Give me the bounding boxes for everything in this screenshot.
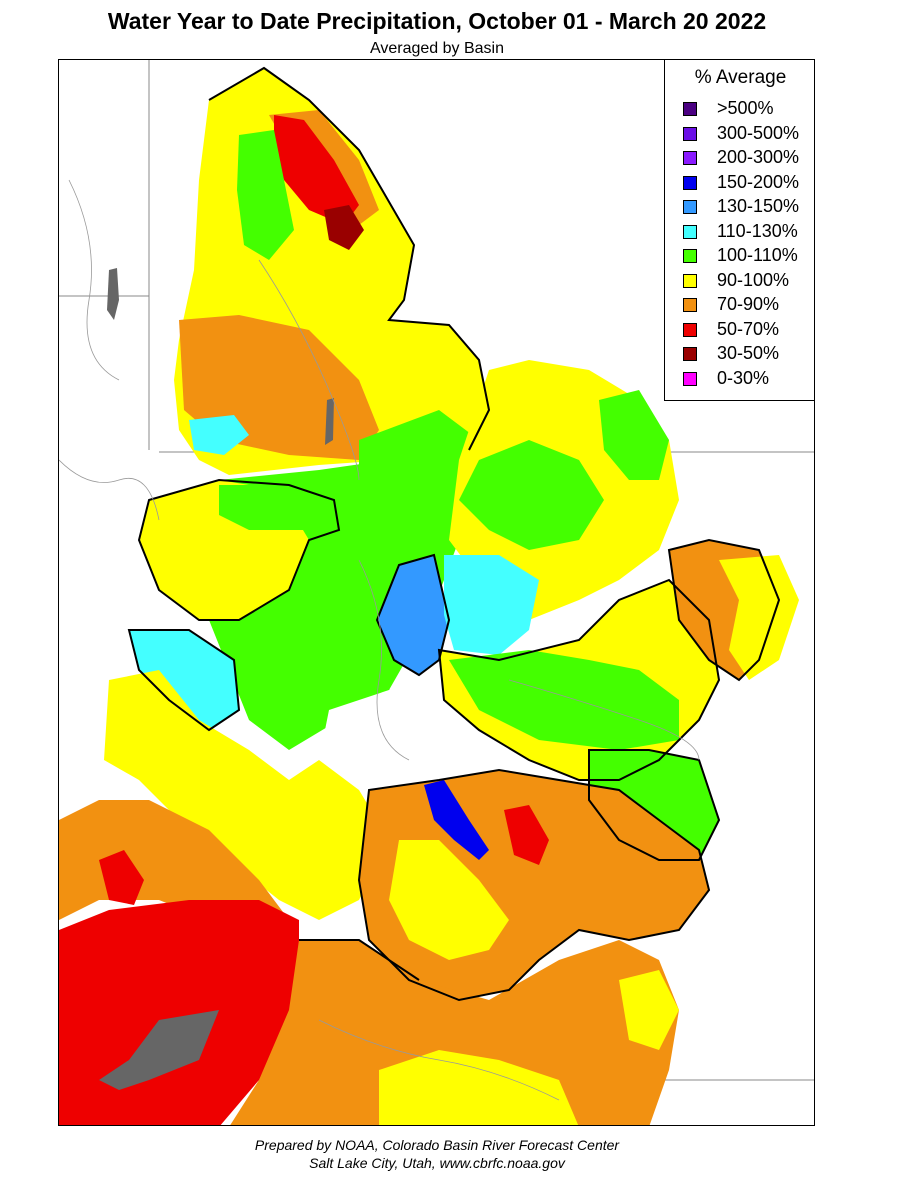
region-100-110 [449,650,679,750]
footer-credit: Prepared by NOAA, Colorado Basin River F… [254,1137,620,1153]
map-title: Water Year to Date Precipitation, Octobe… [107,8,767,34]
region-130-150 [377,555,449,675]
region-100-110 [459,440,604,550]
legend-label: 50-70% [717,318,780,339]
legend-swatch [683,102,697,116]
basin-outlines [127,66,781,1002]
legend-swatch [683,200,697,214]
legend-swatch [683,151,697,165]
legend-label: 0-30% [717,367,770,388]
map-legend: % Average >500% 300-500% 200-300% 150-200% 1… [664,59,815,401]
legend-swatch [683,273,697,288]
legend-swatch [683,224,697,239]
region-110-130 [129,630,239,730]
region-70-90 [230,940,679,1125]
legend-label: >500% [717,98,774,118]
region-50-70 [504,805,549,865]
region-90-100 [104,670,389,920]
legend-label: 70-90% [717,294,780,314]
region-110-130 [189,415,249,455]
region-100-110 [219,485,339,530]
legend-label: 100-110% [717,245,798,265]
legend-label: 30-50% [717,343,780,363]
legend-label: 130-150% [717,196,800,216]
region-110-130 [444,555,539,655]
legend-swatch [683,347,697,361]
lakes [99,268,334,1090]
region-90-100 [719,555,799,680]
legend-label: 300-500% [717,122,800,143]
region-50-70 [99,850,144,905]
region-100-110 [599,390,669,480]
legend-swatch [683,371,697,386]
region-90-100 [389,840,509,960]
legend-label: 110-130% [717,220,798,241]
legend-title: % Average [694,67,787,88]
region-100-110 [237,130,294,260]
legend-swatch [683,175,697,190]
precip-regions [59,68,799,1125]
rivers [59,179,700,1101]
region-150-200 [424,780,489,860]
legend-label: 150-200% [717,171,800,192]
region-no-data [319,675,469,800]
legend-swatch [683,298,697,312]
legend-swatch [683,249,697,263]
legend-swatch [683,322,697,337]
region-30-50 [324,205,364,250]
legend-label: 90-100% [717,269,790,290]
region-50-70 [274,115,359,225]
region-90-100 [379,1050,579,1125]
legend-label: 200-300% [717,147,800,167]
legend-swatch [683,126,697,141]
region-90-100 [619,970,679,1050]
footer-location: Salt Lake City, Utah, www.cbrfc.noaa.gov [309,1155,565,1171]
map-subtitle: Averaged by Basin [369,40,504,57]
